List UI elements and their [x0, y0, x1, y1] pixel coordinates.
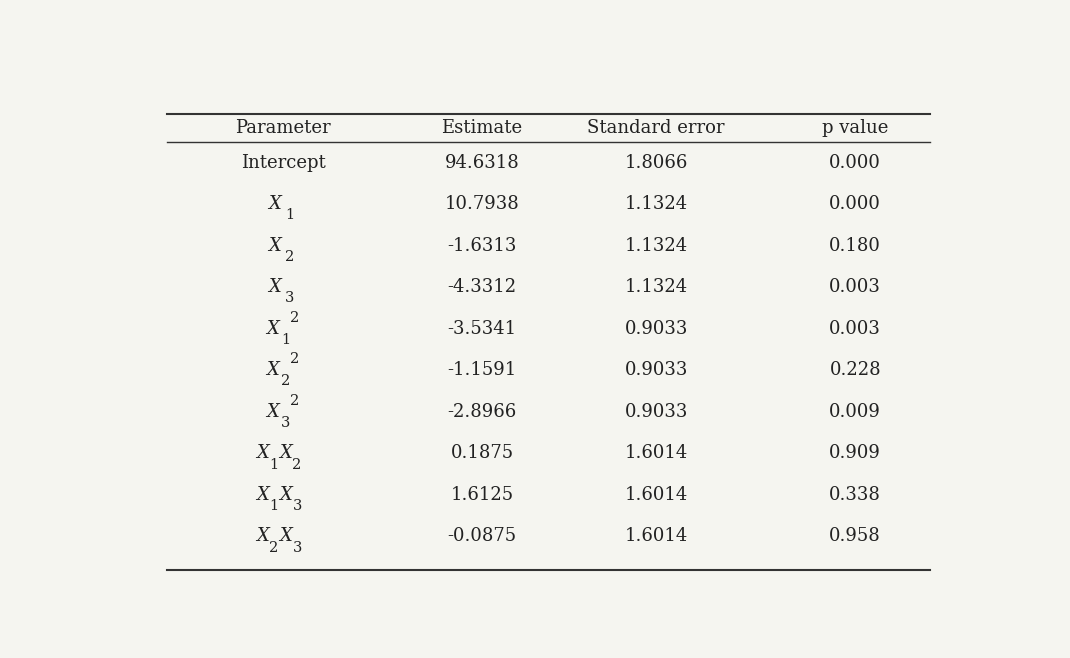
Text: -4.3312: -4.3312	[447, 278, 517, 296]
Text: 0.338: 0.338	[829, 486, 881, 504]
Text: 0.9033: 0.9033	[625, 403, 688, 421]
Text: p value: p value	[822, 119, 888, 138]
Text: 0.1875: 0.1875	[450, 444, 514, 463]
Text: 1.6014: 1.6014	[625, 528, 688, 545]
Text: 2: 2	[285, 250, 294, 264]
Text: 1.6014: 1.6014	[625, 444, 688, 463]
Text: 1.6014: 1.6014	[625, 486, 688, 504]
Text: 0.003: 0.003	[829, 320, 881, 338]
Text: X: X	[279, 528, 292, 545]
Text: X: X	[279, 444, 292, 463]
Text: 2: 2	[290, 393, 300, 408]
Text: 1: 1	[270, 457, 278, 472]
Text: 0.9033: 0.9033	[625, 361, 688, 379]
Text: 1: 1	[281, 333, 290, 347]
Text: X: X	[256, 486, 269, 504]
Text: 1.1324: 1.1324	[625, 195, 688, 213]
Text: 1.1324: 1.1324	[625, 237, 688, 255]
Text: 0.000: 0.000	[829, 195, 881, 213]
Text: 0.909: 0.909	[829, 444, 881, 463]
Text: 0.003: 0.003	[829, 278, 881, 296]
Text: X: X	[279, 486, 292, 504]
Text: 0.000: 0.000	[829, 153, 881, 172]
Text: X: X	[269, 195, 281, 213]
Text: -2.8966: -2.8966	[447, 403, 517, 421]
Text: 1: 1	[270, 499, 278, 513]
Text: X: X	[256, 528, 269, 545]
Text: -3.5341: -3.5341	[447, 320, 517, 338]
Text: 1: 1	[285, 208, 294, 222]
Text: 3: 3	[292, 541, 302, 555]
Text: 0.958: 0.958	[829, 528, 881, 545]
Text: 3: 3	[285, 291, 294, 305]
Text: 2: 2	[281, 374, 290, 388]
Text: 3: 3	[280, 416, 290, 430]
Text: 1.6125: 1.6125	[450, 486, 514, 504]
Text: X: X	[269, 237, 281, 255]
Text: 94.6318: 94.6318	[445, 153, 519, 172]
Text: -1.1591: -1.1591	[447, 361, 517, 379]
Text: -1.6313: -1.6313	[447, 237, 517, 255]
Text: 0.009: 0.009	[829, 403, 881, 421]
Text: 1.1324: 1.1324	[625, 278, 688, 296]
Text: X: X	[266, 403, 279, 421]
Text: Parameter: Parameter	[235, 119, 331, 138]
Text: 3: 3	[292, 499, 302, 513]
Text: -0.0875: -0.0875	[447, 528, 517, 545]
Text: 0.228: 0.228	[829, 361, 881, 379]
Text: X: X	[256, 444, 269, 463]
Text: X: X	[266, 320, 279, 338]
Text: X: X	[269, 278, 281, 296]
Text: 2: 2	[270, 541, 278, 555]
Text: 1.8066: 1.8066	[625, 153, 688, 172]
Text: 2: 2	[290, 352, 300, 366]
Text: Estimate: Estimate	[442, 119, 522, 138]
Text: 0.9033: 0.9033	[625, 320, 688, 338]
Text: 2: 2	[290, 311, 300, 324]
Text: X: X	[266, 361, 279, 379]
Text: 2: 2	[292, 457, 302, 472]
Text: 10.7938: 10.7938	[445, 195, 519, 213]
Text: 0.180: 0.180	[829, 237, 881, 255]
Text: Standard error: Standard error	[587, 119, 725, 138]
Text: Intercept: Intercept	[241, 153, 325, 172]
